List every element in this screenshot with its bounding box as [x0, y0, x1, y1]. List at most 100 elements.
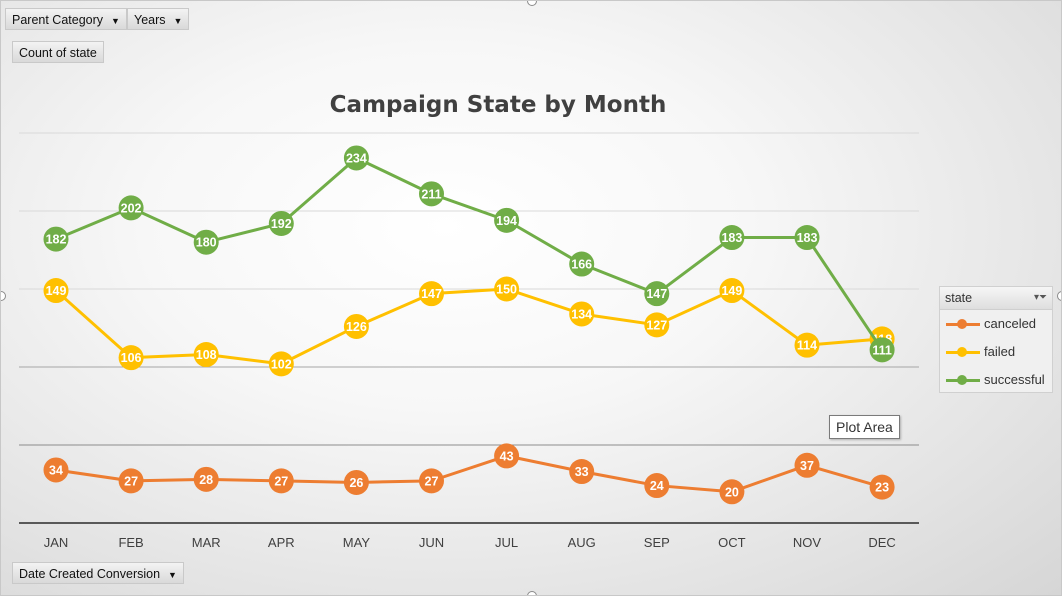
data-point[interactable] — [419, 281, 444, 307]
data-point[interactable] — [794, 332, 820, 358]
data-label: 211 — [421, 187, 441, 201]
data-label: 34 — [49, 463, 63, 477]
series-successful: 182 202 180 192 234 211 194 166 147 183 183 111 — [43, 145, 895, 363]
data-label: 23 — [875, 481, 889, 495]
data-point[interactable] — [719, 479, 745, 505]
legend-label: failed — [984, 344, 1016, 359]
data-point[interactable] — [644, 281, 670, 307]
data-label: 183 — [721, 231, 742, 245]
legend-label: canceled — [984, 316, 1037, 331]
legend-marker — [957, 319, 967, 329]
x-tick-label: MAR — [192, 535, 221, 550]
data-point[interactable] — [118, 195, 144, 221]
data-label: 150 — [496, 283, 517, 297]
data-point[interactable] — [794, 225, 820, 251]
data-label: 27 — [124, 474, 138, 488]
data-point[interactable] — [268, 210, 294, 236]
data-label: 20 — [725, 485, 739, 499]
legend-header[interactable]: state ▾⏷ — [940, 287, 1052, 310]
legend: state ▾⏷ canceled failed successful — [939, 286, 1053, 393]
x-tick-label: SEP — [644, 535, 670, 550]
data-point[interactable] — [43, 226, 69, 252]
data-point[interactable] — [494, 207, 520, 233]
data-label: 149 — [721, 284, 742, 298]
data-point[interactable] — [719, 225, 745, 251]
data-point[interactable] — [494, 276, 520, 302]
data-point[interactable] — [118, 468, 144, 494]
data-point[interactable] — [569, 301, 595, 327]
series-line — [55, 287, 883, 366]
series-canceled: 34 27 28 27 26 27 43 33 24 20 37 23 — [43, 443, 895, 505]
date-created-filter-button[interactable]: Date Created Conversion ▼ — [12, 562, 184, 584]
x-tick-label: DEC — [868, 535, 895, 550]
chart-title: Campaign State by Month — [330, 92, 667, 118]
data-point[interactable] — [644, 312, 670, 338]
years-filter-button[interactable]: Years ▼ — [127, 8, 190, 30]
legend-item-canceled[interactable]: canceled — [940, 310, 1052, 338]
data-label: 43 — [500, 449, 514, 463]
resize-handle-bottom[interactable] — [527, 591, 537, 595]
data-point[interactable] — [43, 278, 69, 304]
data-label: 108 — [196, 348, 217, 362]
parent-category-filter-button[interactable]: Parent Category ▼ — [5, 8, 127, 30]
data-point[interactable] — [644, 473, 670, 499]
series-line — [55, 454, 883, 494]
data-point[interactable] — [118, 345, 144, 371]
data-point[interactable] — [794, 452, 820, 478]
x-tick-label: JUL — [495, 535, 518, 550]
data-point[interactable] — [569, 459, 595, 485]
data-point[interactable] — [343, 313, 369, 339]
data-point[interactable] — [193, 229, 219, 255]
data-label: 33 — [575, 465, 589, 479]
data-label: 127 — [646, 318, 667, 332]
data-point[interactable] — [268, 351, 294, 377]
data-label: 202 — [121, 201, 142, 215]
legend-item-failed[interactable]: failed — [940, 338, 1052, 366]
data-label: 28 — [199, 473, 213, 487]
data-point[interactable] — [569, 251, 595, 277]
parent-category-label: Parent Category — [12, 13, 104, 27]
data-point[interactable] — [343, 145, 369, 171]
data-label: 102 — [271, 357, 292, 371]
data-label: 166 — [571, 258, 592, 272]
data-point[interactable] — [419, 181, 444, 207]
data-point[interactable] — [343, 469, 369, 495]
x-tick-label: JUN — [419, 535, 444, 550]
data-label: 24 — [650, 479, 664, 493]
data-label: 126 — [346, 320, 367, 334]
plot-area-tooltip: Plot Area — [829, 415, 900, 439]
resize-handle-right[interactable] — [1057, 291, 1061, 301]
data-point[interactable] — [494, 443, 520, 469]
count-of-state-label: Count of state — [19, 46, 97, 60]
data-label: 26 — [349, 476, 363, 490]
data-point[interactable] — [193, 466, 219, 492]
legend-item-successful[interactable]: successful — [940, 366, 1052, 394]
data-label: 180 — [196, 236, 217, 250]
data-label: 114 — [797, 339, 817, 353]
data-label: 37 — [800, 459, 814, 473]
data-point[interactable] — [869, 474, 895, 500]
x-tick-label: OCT — [718, 535, 746, 550]
data-point[interactable] — [193, 342, 219, 368]
legend-marker — [957, 375, 967, 385]
legend-marker — [957, 347, 967, 357]
data-point[interactable] — [419, 468, 444, 494]
data-point[interactable] — [869, 337, 895, 363]
dropdown-arrow-icon: ▼ — [168, 569, 177, 580]
series-failed: 149106108102126147150134127149114118 — [43, 276, 895, 377]
data-label: 27 — [425, 474, 439, 488]
dropdown-arrow-icon: ▼ — [111, 15, 120, 26]
filter-icon[interactable]: ▾⏷ — [1033, 292, 1047, 303]
series-line — [55, 156, 884, 351]
data-label: 134 — [571, 307, 592, 321]
data-point[interactable] — [43, 457, 69, 483]
data-point[interactable] — [268, 468, 294, 494]
legend-label: successful — [984, 372, 1045, 387]
count-of-state-button[interactable]: Count of state — [12, 41, 104, 63]
gridlines — [19, 132, 919, 446]
x-axis: JAN FEB MAR APR MAY JUN JUL AUG SEP OCT NOV DEC — [19, 522, 919, 550]
data-label: 192 — [271, 217, 292, 231]
data-point[interactable] — [719, 278, 745, 304]
